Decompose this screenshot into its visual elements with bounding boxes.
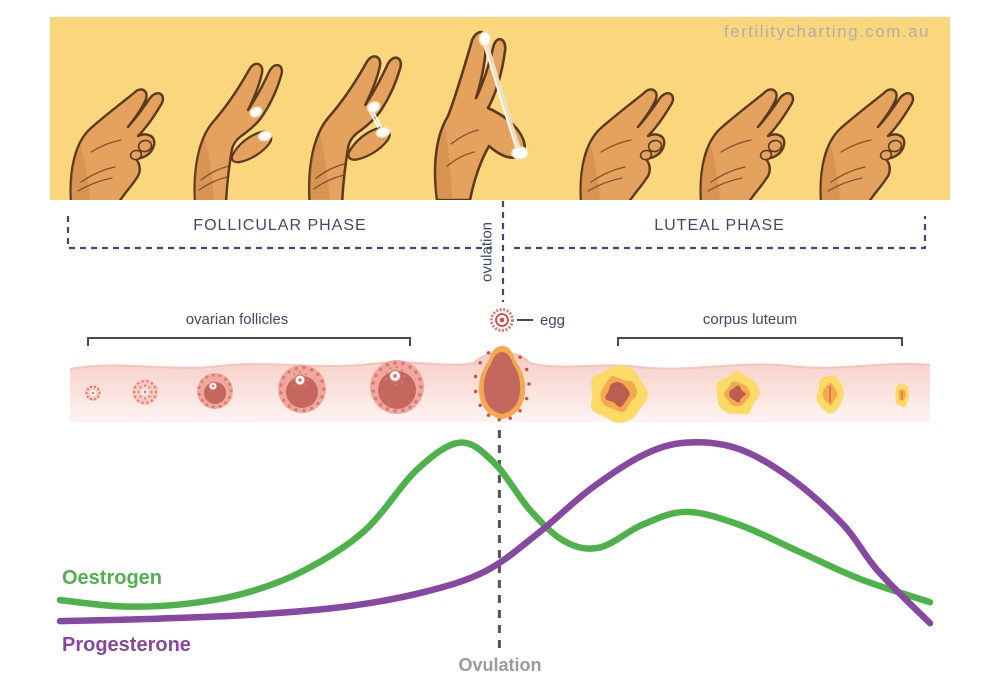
progesterone-curve-label: Progesterone [62,634,191,656]
ovarian-follicles-bracket [87,337,411,346]
oestrogen-curve-label: Oestrogen [62,567,163,589]
progesterone-curve [56,439,934,627]
follicle-tertiary [197,373,233,409]
corpus-luteum-bracket [617,337,903,346]
ovulating-follicle [473,346,531,422]
hand-illustration-3 [307,55,403,200]
hand-illustration-6 [699,88,795,200]
hand-illustration-5 [579,88,675,200]
corpus-albicans [895,383,910,408]
hand-illustration-1 [69,88,165,200]
ovulation-chart-label: Ovulation [458,655,542,675]
egg-icon [490,308,514,332]
phase-brackets [66,201,927,302]
follicle-stages [85,360,910,423]
luteal-phase-bracket [514,216,927,250]
ovary-cycle-strip [69,308,931,423]
follicle-antral [278,365,326,413]
hormone-chart [56,430,934,648]
follicle-primary [85,385,101,401]
cervical-mucus-hand-sequence [69,30,915,200]
hand-illustration-2 [193,62,284,200]
follicular-phase-label: FOLLICULAR PHASE [193,217,367,234]
egg-label: egg [540,312,566,329]
corpus-luteum-label: corpus luteum [702,311,798,328]
hand-illustration-7 [819,88,915,200]
watermark: fertilitycharting.com.au [723,22,930,41]
follicle-mature [370,360,424,414]
corpus-luteum-large [590,365,649,423]
corpus-luteum-regressing [816,375,844,414]
oestrogen-curve [56,439,934,610]
ovarian-follicles-label: ovarian follicles [185,311,289,328]
luteal-phase-label: LUTEAL PHASE [654,217,785,234]
hand-illustration-4 [433,30,529,200]
follicle-secondary [132,379,158,405]
corpus-luteum-medium [716,371,760,415]
ovulation-divider-label: ovulation [478,221,496,283]
